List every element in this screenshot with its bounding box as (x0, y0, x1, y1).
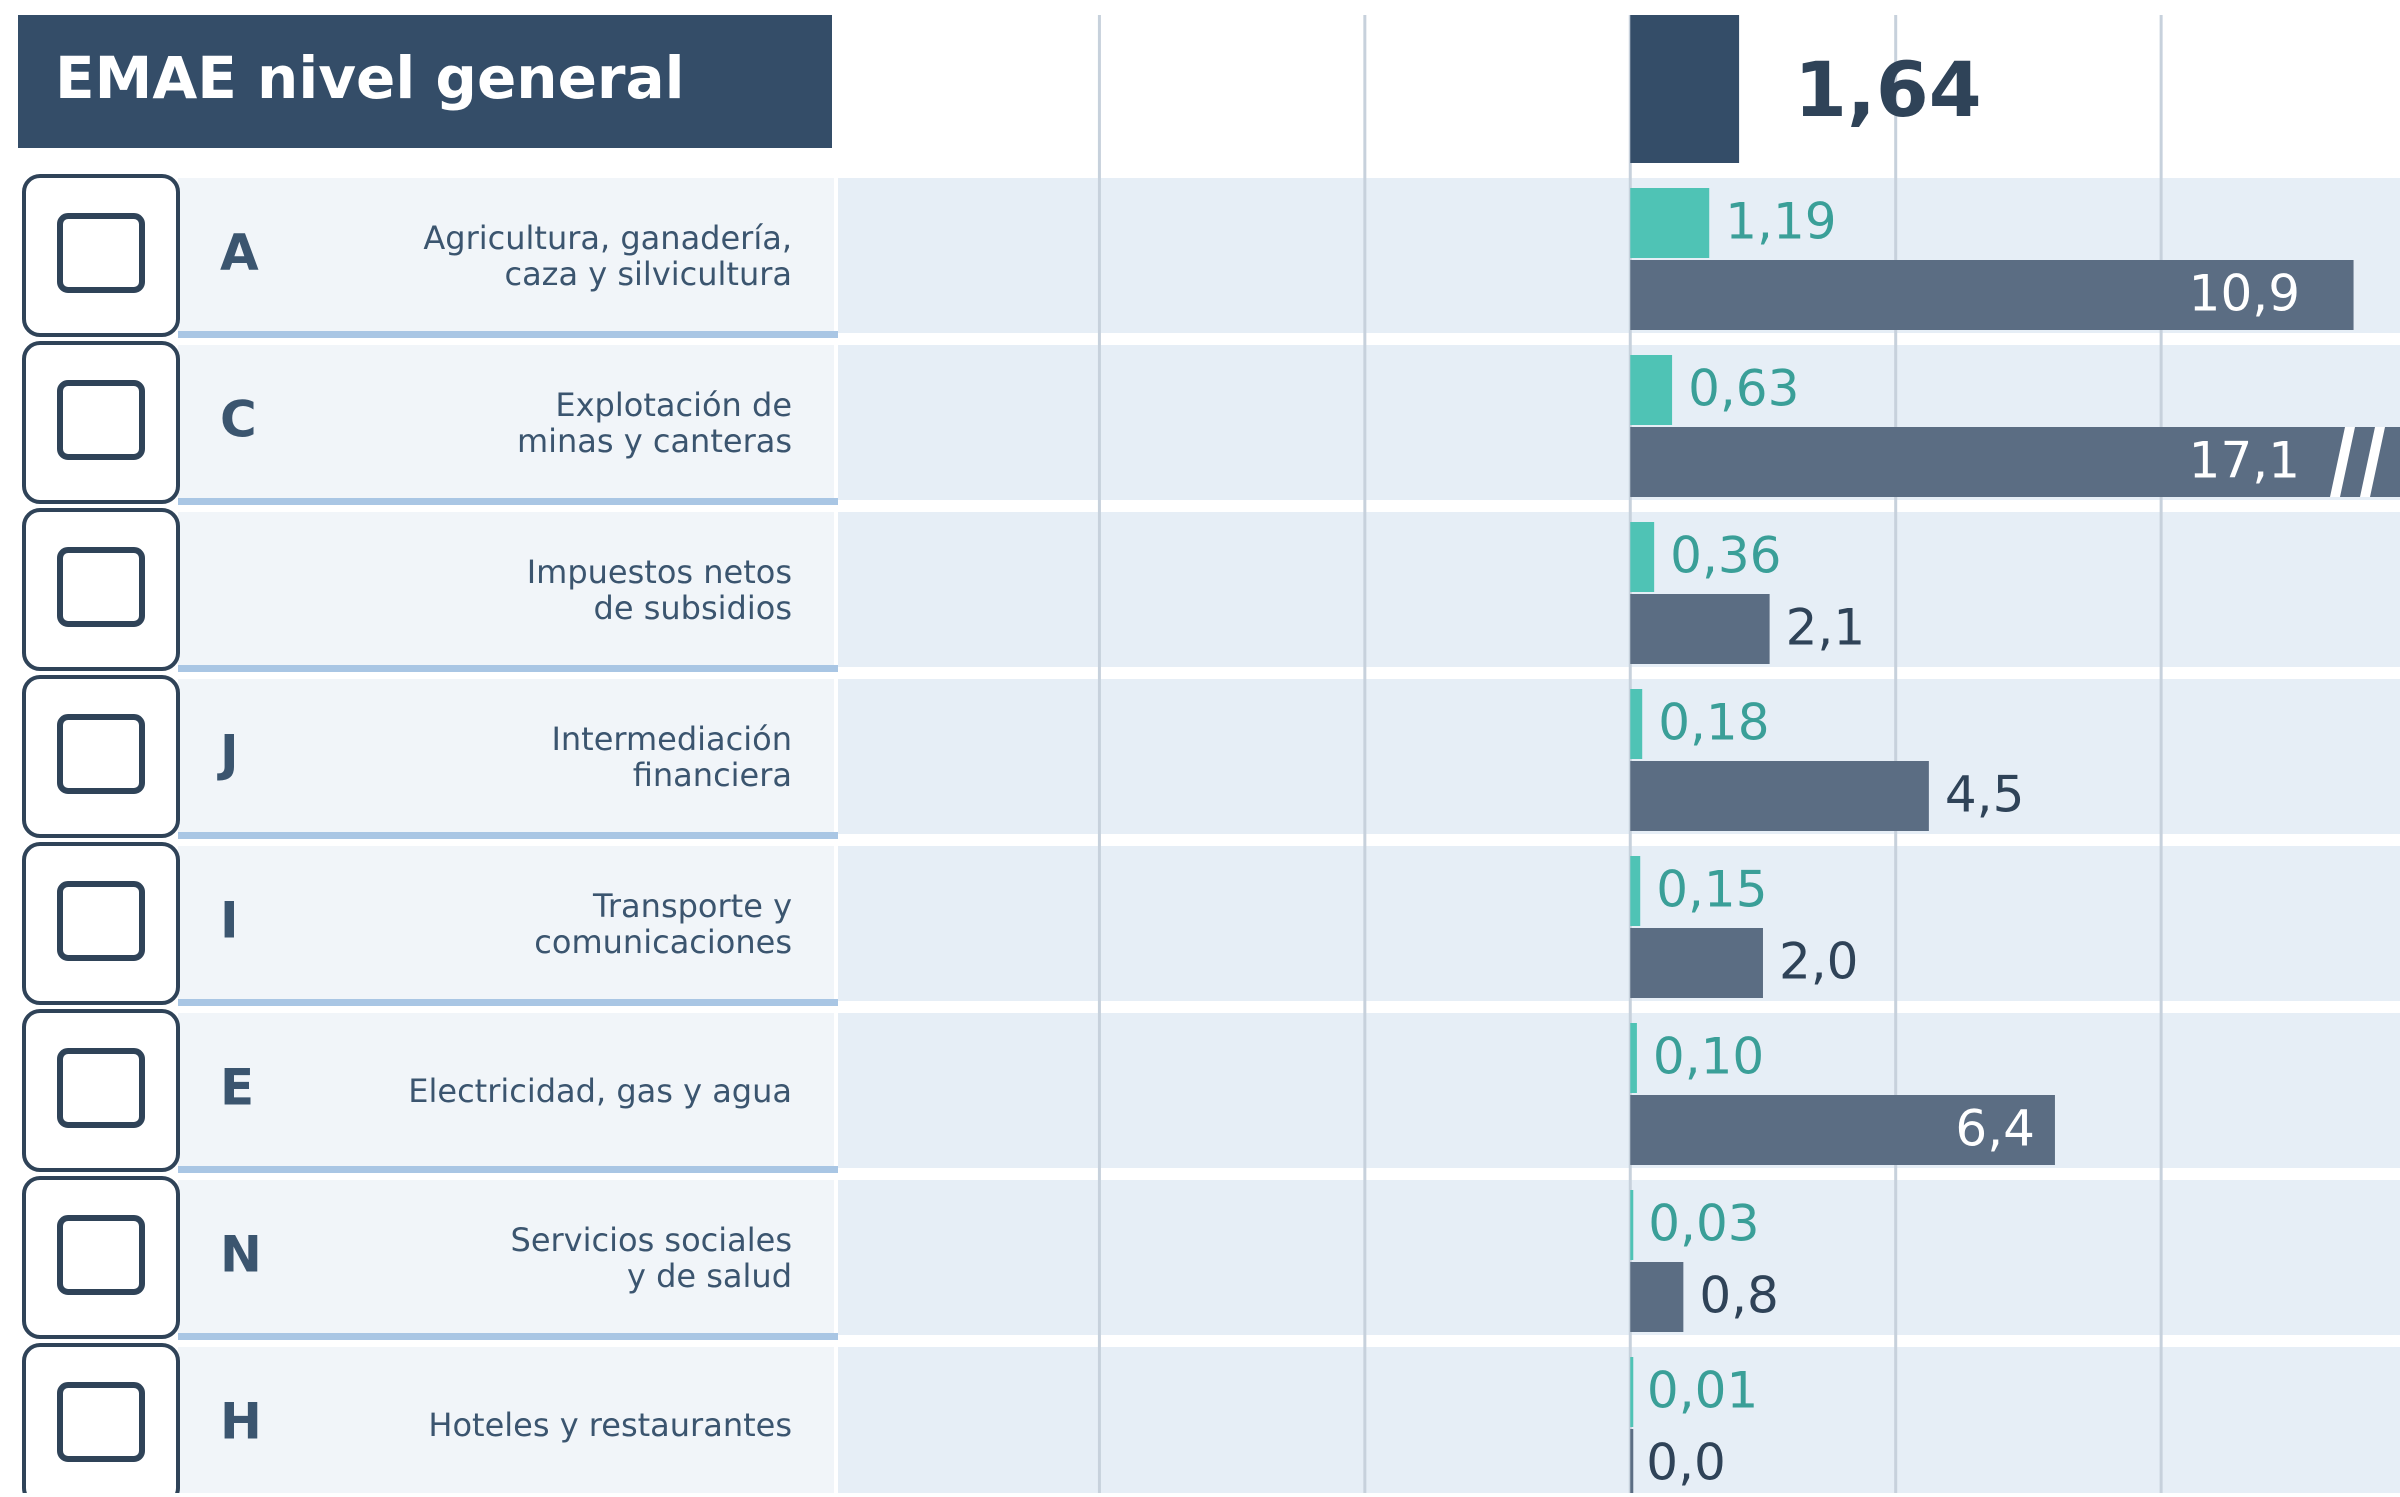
icon-box (22, 842, 180, 1005)
value-label: 0,15 (1656, 861, 1767, 919)
icon (57, 1048, 145, 1128)
sector-code: J (217, 725, 239, 783)
row-divider (178, 832, 838, 839)
value-label: 2,1 (1786, 599, 1866, 657)
icon-box (22, 675, 180, 838)
sector-label: Electricidad, gas y agua (408, 1072, 792, 1110)
sector-label: minas y canteras (517, 422, 792, 460)
row-label-bg (178, 1347, 834, 1497)
row-divider (178, 665, 838, 672)
value-label: 0,36 (1670, 527, 1781, 585)
sector-label: Intermediación (551, 720, 792, 758)
row-divider (178, 498, 838, 505)
bar (1630, 689, 1643, 759)
sector-label: financiera (633, 756, 792, 794)
value-label: 0,63 (1688, 360, 1799, 418)
bar (1630, 1023, 1637, 1093)
value-label: 0,03 (1648, 1195, 1759, 1253)
icon (57, 213, 145, 293)
title-box (18, 15, 832, 148)
bar (1630, 928, 1763, 998)
bar (1630, 355, 1673, 425)
value-label: 0,18 (1658, 694, 1769, 752)
row-label-bg (178, 1180, 834, 1335)
plot (1630, 188, 2400, 1493)
sector-label: Transporte y (592, 887, 792, 925)
sector-label: Agricultura, ganadería, (423, 219, 792, 257)
row-label-bg (178, 1013, 834, 1168)
bar (1630, 522, 1655, 592)
sector-code: C (220, 391, 257, 449)
chart-title: EMAE nivel general (55, 44, 685, 112)
value-label: 6,4 (1955, 1100, 2035, 1158)
row-divider (178, 1166, 838, 1173)
break-mark (2360, 427, 2385, 497)
value-label: 1,19 (1725, 193, 1836, 251)
row-label-bg (178, 679, 834, 834)
row-band (838, 679, 2400, 834)
sector-label: y de salud (627, 1257, 792, 1295)
sector-label: caza y silvicultura (504, 255, 792, 293)
row-divider (178, 1333, 838, 1340)
icon-box (22, 341, 180, 504)
row-label-bg (178, 512, 834, 667)
sector-code: I (220, 892, 239, 950)
row-band (838, 1347, 2400, 1497)
sector-label: Hoteles y restaurantes (428, 1406, 792, 1444)
value-label: 0,0 (1646, 1434, 1726, 1492)
icon (57, 1382, 145, 1462)
row-band (838, 846, 2400, 1001)
value-label: 0,10 (1653, 1028, 1764, 1086)
row-divider (178, 999, 838, 1006)
bar (1630, 761, 1929, 831)
row-divider (178, 331, 838, 338)
value-label: 17,1 (2189, 432, 2300, 490)
value-label: 0,01 (1647, 1362, 1758, 1420)
row-band (838, 1180, 2400, 1335)
break-mark (2330, 427, 2355, 497)
sector-code: N (220, 1226, 262, 1284)
sector-label: Impuestos netos (527, 553, 792, 591)
icon-box (22, 1009, 180, 1172)
value-label: 4,5 (1945, 766, 2025, 824)
sector-label: de subsidios (594, 589, 792, 627)
icon-box (22, 174, 180, 337)
sector-code: E (220, 1059, 254, 1117)
total-bar (1630, 15, 1740, 163)
bar (1630, 1262, 1684, 1332)
bar (1630, 188, 1710, 258)
icon (57, 547, 145, 627)
icon (57, 881, 145, 961)
row-band (838, 512, 2400, 667)
sector-label: Servicios sociales (511, 1221, 792, 1259)
bar (1630, 260, 2354, 330)
row-label-bg (178, 846, 834, 1001)
value-label: 2,0 (1779, 933, 1859, 991)
sector-code: H (220, 1393, 262, 1451)
bar (1630, 856, 1641, 926)
value-label: 0,8 (1699, 1267, 1779, 1325)
icon (57, 380, 145, 460)
bar (1630, 594, 1770, 664)
row-label-bg (178, 345, 834, 500)
icon-box (22, 1343, 180, 1497)
icon (57, 714, 145, 794)
bar (1630, 1095, 2055, 1165)
bar (1630, 1429, 1634, 1493)
row-label-bg (178, 178, 834, 333)
row-band (838, 1013, 2400, 1168)
sector-label: Explotación de (555, 386, 792, 424)
icon (57, 1215, 145, 1295)
sector-code: A (220, 224, 259, 282)
bar (1630, 1190, 1634, 1260)
total-label: 1,64 (1794, 45, 1982, 134)
bar (1630, 1357, 1634, 1427)
bar (1630, 427, 2400, 497)
value-label: 10,9 (2189, 265, 2300, 323)
icon-box (22, 508, 180, 671)
icon-box (22, 1176, 180, 1339)
sector-label: comunicaciones (534, 923, 792, 961)
